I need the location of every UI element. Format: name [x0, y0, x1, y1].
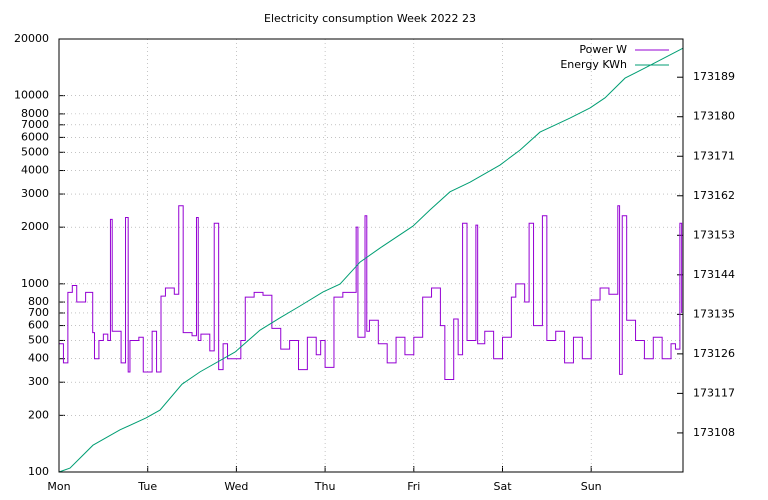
y-tick-label: 300 [28, 375, 49, 388]
y2-tick-label: 173171 [693, 149, 735, 162]
y-tick-label: 8000 [21, 107, 49, 120]
plot-border [58, 38, 684, 473]
y2-tick-label: 173108 [693, 426, 735, 439]
x-tick-label: Fri [407, 480, 420, 493]
y2-tick-label: 173135 [693, 307, 735, 320]
x-tick-label: Wed [224, 480, 248, 493]
x-tick-label: Mon [47, 480, 70, 493]
y-tick-label: 2000 [21, 220, 49, 233]
legend-label: Energy KWh [560, 58, 627, 71]
y2-tick-label: 173144 [693, 268, 735, 281]
x-tick-label: Thu [314, 480, 336, 493]
y-tick-label: 700 [28, 306, 49, 319]
plot-area [58, 47, 684, 473]
y2-tick-label: 173153 [693, 228, 735, 241]
x-tick-label: Sat [493, 480, 512, 493]
series-line [58, 47, 684, 473]
y-tick-label: 500 [28, 333, 49, 346]
legend-label: Power W [579, 43, 627, 56]
y-tick-label: 3000 [21, 187, 49, 200]
x-tick-label: Sun [581, 480, 602, 493]
y-tick-label: 6000 [21, 130, 49, 143]
y-tick-label: 600 [28, 319, 49, 332]
y-tick-label: 200 [28, 408, 49, 421]
y-tick-label: 1000 [21, 277, 49, 290]
series-line [59, 205, 683, 381]
y-tick-label: 400 [28, 352, 49, 365]
y-tick-label: 20000 [14, 32, 49, 45]
y-tick-label: 10000 [14, 89, 49, 102]
y-tick-label: 100 [28, 465, 49, 478]
y-tick-label: 7000 [21, 118, 49, 131]
x-tick-label: Tue [137, 480, 157, 493]
chart-title: Electricity consumption Week 2022 23 [264, 12, 476, 25]
y2-tick-label: 173117 [693, 386, 735, 399]
y2-tick-label: 173126 [693, 347, 735, 360]
y-tick-label: 800 [28, 295, 49, 308]
y2-tick-label: 173189 [693, 70, 735, 83]
y-tick-label: 5000 [21, 145, 49, 158]
grid [58, 38, 683, 473]
y2-tick-label: 173162 [693, 189, 735, 202]
y-tick-label: 4000 [21, 164, 49, 177]
y2-tick-label: 173180 [693, 110, 735, 123]
